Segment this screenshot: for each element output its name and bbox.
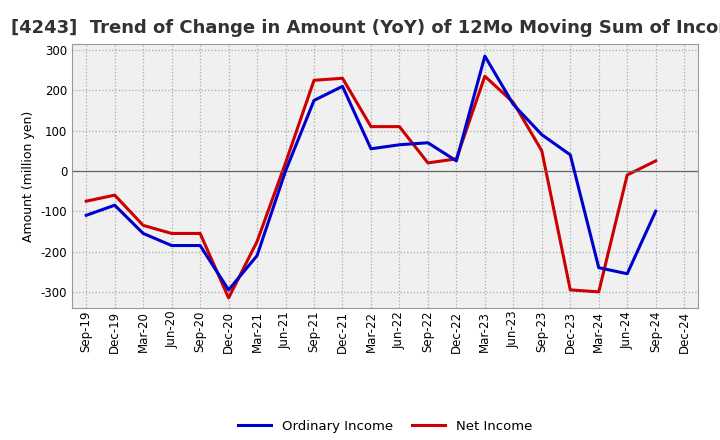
Line: Net Income: Net Income [86, 76, 656, 298]
Ordinary Income [480, 53, 489, 59]
Net Income [366, 124, 375, 129]
Y-axis label: Amount (million yen): Amount (million yen) [22, 110, 35, 242]
Line: Ordinary Income: Ordinary Income [86, 56, 656, 290]
Legend: Ordinary Income, Net Income: Ordinary Income, Net Income [233, 415, 538, 439]
Net Income [480, 73, 489, 79]
Ordinary Income [253, 253, 261, 258]
Net Income [225, 295, 233, 301]
Ordinary Income [423, 140, 432, 145]
Net Income [652, 158, 660, 164]
Net Income [338, 76, 347, 81]
Net Income [110, 193, 119, 198]
Net Income [310, 77, 318, 83]
Ordinary Income [452, 158, 461, 164]
Net Income [623, 172, 631, 178]
Net Income [566, 287, 575, 293]
Ordinary Income [196, 243, 204, 248]
Ordinary Income [595, 265, 603, 270]
Ordinary Income [566, 152, 575, 158]
Net Income [282, 160, 290, 165]
Net Income [595, 289, 603, 294]
Ordinary Income [167, 243, 176, 248]
Net Income [509, 100, 518, 105]
Ordinary Income [509, 102, 518, 107]
Net Income [139, 223, 148, 228]
Ordinary Income [652, 209, 660, 214]
Ordinary Income [82, 213, 91, 218]
Net Income [196, 231, 204, 236]
Ordinary Income [395, 142, 404, 147]
Net Income [167, 231, 176, 236]
Title: [4243]  Trend of Change in Amount (YoY) of 12Mo Moving Sum of Incomes: [4243] Trend of Change in Amount (YoY) o… [11, 19, 720, 37]
Ordinary Income [310, 98, 318, 103]
Net Income [253, 239, 261, 244]
Net Income [452, 156, 461, 161]
Ordinary Income [537, 132, 546, 137]
Net Income [423, 160, 432, 165]
Net Income [395, 124, 404, 129]
Ordinary Income [282, 169, 290, 174]
Ordinary Income [139, 231, 148, 236]
Net Income [537, 148, 546, 154]
Ordinary Income [225, 287, 233, 293]
Ordinary Income [366, 146, 375, 151]
Ordinary Income [110, 202, 119, 208]
Ordinary Income [623, 271, 631, 276]
Net Income [82, 198, 91, 204]
Ordinary Income [338, 84, 347, 89]
